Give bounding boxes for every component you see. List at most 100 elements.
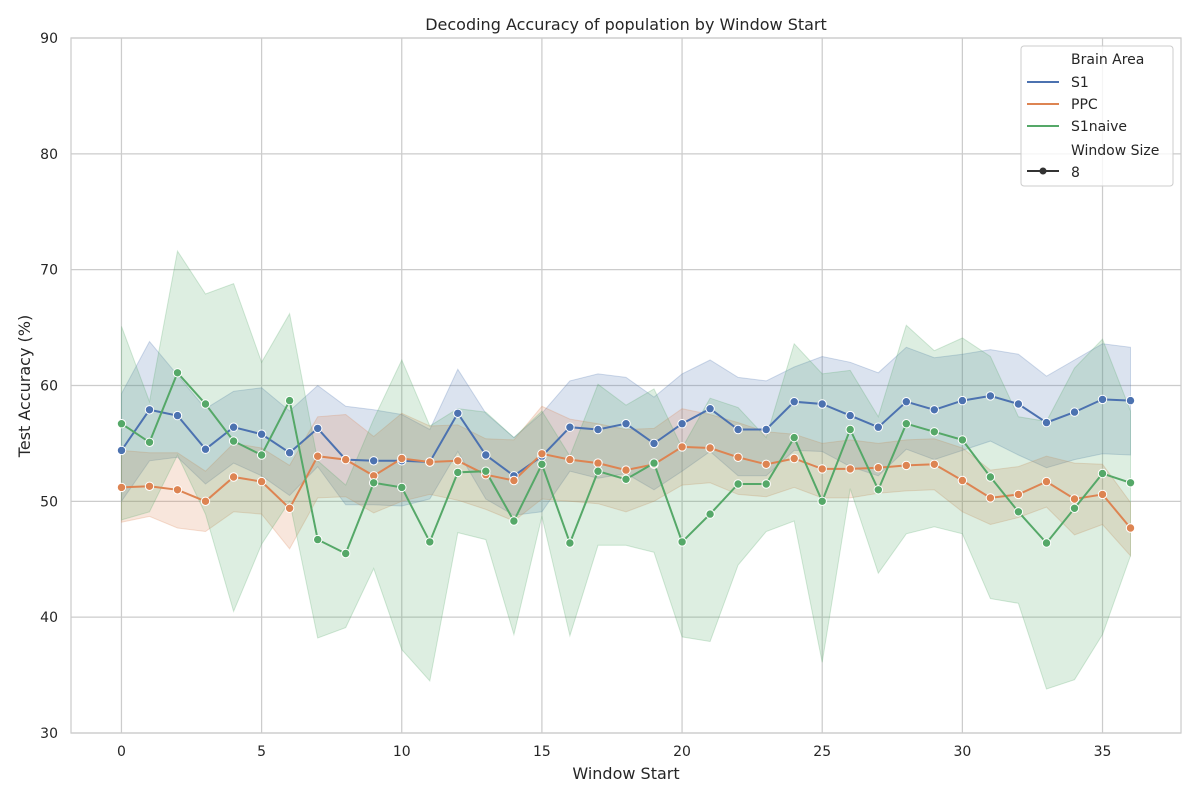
plot-frame — [70, 37, 1182, 734]
data-point-ppc — [1097, 489, 1108, 500]
data-point-s1naive — [509, 516, 519, 526]
data-point-s1naive — [341, 548, 351, 559]
data-point-ppc — [537, 449, 547, 459]
y-axis-title: Test Accuracy (%) — [15, 315, 34, 458]
data-point-ppc — [985, 493, 996, 503]
data-point-s1naive — [537, 459, 547, 469]
data-point-ppc — [172, 485, 183, 495]
data-point-s1 — [621, 419, 631, 429]
data-point-ppc — [733, 452, 743, 462]
data-point-ppc — [621, 465, 631, 475]
data-point-ppc — [1125, 523, 1136, 533]
data-point-s1naive — [1125, 478, 1136, 488]
y-tick-label: 60 — [40, 379, 58, 395]
x-tick-labels: 0 5 10 15 20 25 30 35 — [117, 744, 1111, 760]
data-point-s1naive — [481, 466, 491, 476]
data-point-ppc — [929, 459, 939, 469]
data-point-s1 — [284, 448, 295, 458]
data-point-s1naive — [144, 437, 155, 447]
data-point-s1naive — [789, 432, 799, 443]
data-point-ppc — [957, 475, 968, 486]
data-point-s1 — [1041, 417, 1052, 428]
data-point-s1naive — [313, 534, 323, 545]
data-point-ppc — [144, 481, 155, 491]
data-point-s1 — [845, 410, 855, 421]
data-point-s1naive — [733, 479, 743, 489]
data-point-s1naive — [1069, 503, 1080, 513]
legend-label-ppc: PPC — [1071, 97, 1098, 113]
data-point-s1 — [453, 408, 463, 418]
data-point-ppc — [1013, 489, 1024, 500]
x-tick-label: 25 — [813, 744, 831, 760]
series-markers — [116, 368, 1136, 559]
data-point-s1 — [228, 422, 239, 432]
legend-style-title: Window Size — [1071, 143, 1159, 159]
data-point-ppc — [425, 457, 435, 467]
data-point-s1 — [761, 424, 771, 435]
data-point-ppc — [200, 496, 211, 506]
data-point-s1naive — [845, 424, 855, 435]
data-point-s1naive — [200, 399, 211, 409]
legend: Brain Area S1 PPC S1naive Window Size 8 — [1020, 45, 1174, 187]
data-point-s1naive — [929, 427, 939, 437]
y-tick-label: 90 — [40, 31, 58, 47]
data-point-s1 — [116, 445, 127, 456]
data-point-ppc — [1041, 476, 1052, 487]
data-point-ppc — [509, 475, 519, 486]
data-point-s1naive — [901, 419, 911, 429]
data-point-s1 — [481, 450, 491, 460]
legend-marker-window-size — [1039, 167, 1047, 175]
data-point-s1naive — [677, 537, 687, 547]
data-point-ppc — [593, 458, 603, 468]
data-point-s1 — [369, 456, 379, 466]
data-point-s1naive — [761, 479, 771, 489]
x-tick-label: 0 — [117, 744, 126, 760]
data-point-s1 — [593, 424, 603, 435]
data-point-s1 — [733, 424, 743, 435]
data-point-s1 — [677, 419, 687, 429]
data-point-s1naive — [649, 458, 659, 468]
x-tick-label: 30 — [953, 744, 971, 760]
data-point-s1 — [313, 423, 323, 434]
data-point-s1 — [929, 405, 939, 415]
data-point-ppc — [873, 463, 883, 473]
data-point-s1 — [256, 429, 267, 439]
data-point-ppc — [284, 503, 295, 513]
x-tick-label: 15 — [533, 744, 551, 760]
x-tick-label: 10 — [393, 744, 411, 760]
data-point-ppc — [761, 459, 771, 469]
data-point-ppc — [341, 454, 351, 465]
data-point-ppc — [453, 456, 463, 466]
data-point-ppc — [677, 442, 687, 452]
data-point-s1naive — [1041, 538, 1052, 548]
data-point-s1naive — [873, 485, 883, 495]
data-point-s1naive — [565, 538, 575, 548]
data-point-s1naive — [256, 450, 267, 460]
data-point-s1naive — [817, 496, 827, 506]
data-point-s1naive — [593, 466, 603, 476]
data-point-s1 — [705, 404, 715, 414]
data-point-s1 — [172, 410, 183, 421]
data-point-s1 — [1069, 407, 1080, 417]
data-point-s1naive — [1097, 468, 1108, 479]
data-point-s1 — [1125, 395, 1136, 406]
legend-label-s1naive: S1naive — [1071, 119, 1127, 135]
x-axis-title: Window Start — [572, 764, 679, 783]
data-point-s1naive — [284, 395, 295, 406]
data-point-s1 — [1097, 394, 1108, 405]
chart-title: Decoding Accuracy of population by Windo… — [425, 15, 827, 34]
data-point-s1naive — [116, 419, 127, 429]
data-point-ppc — [1069, 494, 1080, 504]
y-tick-label: 30 — [40, 726, 58, 742]
x-tick-label: 5 — [257, 744, 266, 760]
data-point-s1naive — [957, 435, 968, 445]
x-tick-label: 20 — [673, 744, 691, 760]
data-point-ppc — [705, 443, 715, 453]
data-point-s1naive — [985, 472, 996, 482]
data-point-s1naive — [172, 368, 183, 378]
legend-style-entry: 8 — [1071, 165, 1080, 181]
data-point-ppc — [228, 472, 239, 482]
data-point-s1 — [565, 422, 575, 432]
data-point-s1naive — [1013, 507, 1024, 517]
data-point-s1naive — [228, 436, 239, 446]
